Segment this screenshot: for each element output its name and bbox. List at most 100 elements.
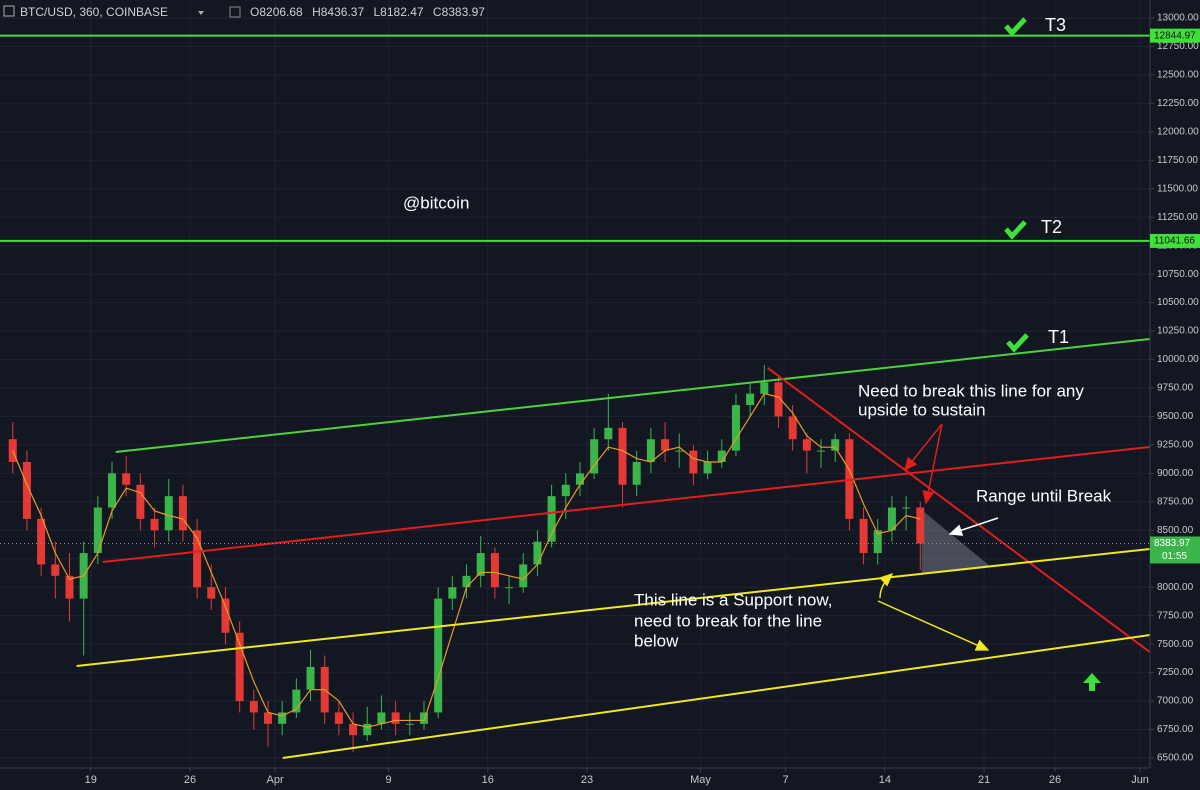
x-tick-label: 9	[385, 774, 391, 786]
ohlc-letter: O	[250, 5, 259, 19]
x-tick-label: 16	[482, 774, 494, 786]
candle-body	[462, 575, 471, 588]
break-note: upside to sustain	[858, 400, 986, 419]
y-tick-label: 12750.00	[1157, 41, 1199, 52]
candle-body	[788, 416, 797, 440]
break-note: Need to break this line for any	[858, 381, 1084, 400]
ohlc-letter: C	[433, 5, 442, 19]
candle-body	[802, 439, 811, 451]
candle-body	[703, 461, 712, 474]
candle-body	[264, 712, 273, 724]
candle-body	[774, 382, 783, 417]
x-tick-label: 21	[978, 774, 990, 786]
candle-body	[916, 507, 925, 544]
trend-line	[767, 367, 1151, 653]
candle-body	[604, 427, 613, 440]
candle-body	[178, 496, 187, 531]
candle-body	[689, 450, 698, 474]
candle-body	[221, 598, 230, 633]
candle-body	[122, 473, 131, 485]
range-note: Range until Break	[976, 486, 1112, 505]
trend-line	[102, 445, 1150, 564]
y-tick-label: 7500.00	[1157, 639, 1194, 650]
candle-body	[93, 507, 102, 554]
support-note: need to break for the line	[634, 611, 822, 630]
y-tick-label: 10000.00	[1157, 354, 1199, 365]
candle-body	[391, 712, 400, 724]
check-icon	[1006, 333, 1029, 353]
y-tick-label: 9250.00	[1157, 440, 1194, 451]
price-axis	[1150, 0, 1200, 790]
trend-line	[282, 634, 1150, 759]
candle-body	[164, 496, 173, 531]
trend-line	[76, 547, 1150, 667]
candle-body	[547, 496, 556, 542]
y-tick-label: 11750.00	[1157, 155, 1198, 166]
y-tick-label: 8750.00	[1157, 496, 1194, 507]
target-label: T1	[1048, 327, 1069, 347]
ohlc-value: 8383.97	[442, 5, 486, 19]
candle-body	[278, 712, 287, 724]
x-tick-label: Jun	[1131, 774, 1149, 786]
candle-body	[434, 598, 443, 713]
candle-body	[887, 507, 896, 531]
current-price-tag	[1150, 536, 1200, 564]
y-tick-label: 6500.00	[1157, 753, 1194, 764]
y-tick-label: 11250.00	[1157, 212, 1198, 223]
x-tick-label: Apr	[267, 774, 284, 786]
candle-body	[817, 450, 826, 452]
visibility-toggle[interactable]	[229, 6, 241, 18]
ohlc: O8206.68 H8436.37 L8182.47 C8383.97	[250, 5, 485, 19]
menu-icon[interactable]	[3, 5, 15, 17]
candle-body	[405, 723, 414, 725]
candle-body	[717, 450, 726, 462]
candle-body	[831, 439, 840, 451]
arrow	[904, 423, 943, 472]
price-tag-label: 11041.66	[1154, 236, 1195, 247]
candle-body	[292, 689, 301, 713]
y-tick-label: 8000.00	[1157, 582, 1194, 593]
y-tick-label: 10250.00	[1157, 326, 1199, 337]
support-note: below	[634, 631, 679, 650]
axes: 6500.00 6750.00 7000.00 7250.00 7500.00 7750.…	[85, 13, 1200, 786]
y-tick-label: 7250.00	[1157, 667, 1194, 678]
trend-line	[115, 338, 1150, 453]
annotations: @bitcoin T3 T2 T1 Need to break this lin…	[403, 15, 1112, 691]
candle-body	[575, 473, 584, 485]
ohlc-letter: L	[373, 5, 380, 19]
y-tick-label: 6750.00	[1157, 724, 1194, 735]
candle-body	[235, 632, 244, 702]
ohlc-value: 8182.47	[380, 5, 424, 19]
price-tag	[1150, 233, 1200, 248]
x-tick-label: 7	[783, 774, 789, 786]
y-tick-label: 7000.00	[1157, 696, 1194, 707]
y-tick-label: 11500.00	[1157, 183, 1198, 194]
ohlc-value: 8206.68	[259, 5, 303, 19]
candle-body	[675, 450, 684, 452]
candle-body	[873, 530, 882, 554]
support-note: This line is a Support now,	[634, 590, 832, 609]
candle-body	[632, 461, 641, 485]
ohlc-value: 8436.37	[321, 5, 365, 19]
candle-body	[249, 701, 258, 713]
candle-body	[590, 439, 599, 474]
candle-body	[193, 530, 202, 588]
time-axis	[0, 768, 1150, 790]
price-tag	[1150, 28, 1200, 43]
range-area	[921, 510, 990, 573]
arrow	[879, 572, 894, 599]
x-tick-label: 14	[879, 774, 891, 786]
candle-body	[334, 712, 343, 724]
target-label: T2	[1041, 217, 1062, 237]
candle-body	[731, 405, 740, 451]
ohlc-letter: H	[312, 5, 321, 19]
candle-body	[490, 553, 499, 588]
handle: @bitcoin	[403, 193, 469, 212]
x-tick-label: 26	[1049, 774, 1061, 786]
dropdown[interactable]	[198, 11, 204, 15]
candle-body	[661, 439, 670, 451]
candle-body	[902, 507, 911, 509]
candle-body	[377, 712, 386, 724]
candle-body	[476, 553, 485, 576]
